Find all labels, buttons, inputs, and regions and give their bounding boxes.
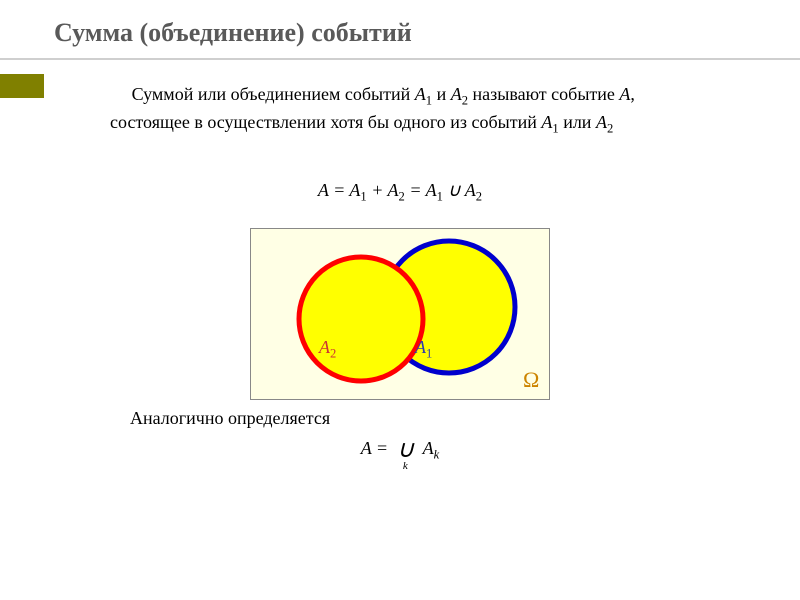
definition-paragraph: Суммой или объединением событий A1 и A2 … [110,82,710,137]
f2-lhs: A [361,438,372,458]
def-mid1: и [432,84,451,104]
f2-subidx: k [403,460,408,472]
f1-t1: A [349,180,360,200]
f1-s4: 2 [476,190,482,204]
def-a: A [619,84,630,104]
f2-rhs: A [423,438,434,458]
def-a2b: A [596,112,607,132]
venn-a2-sub: 2 [330,347,336,361]
venn-omega-text: Ω [523,367,539,392]
def-a1b: A [541,112,552,132]
def-a1: A [415,84,426,104]
f1-t2: A [388,180,399,200]
formula-general-union: A = ∪ k Ak [0,438,800,463]
f1-eq1: = [329,180,350,200]
venn-a2-text: A [319,337,330,357]
f1-t4: A [465,180,476,200]
analog-label: Аналогично определяется [130,408,330,428]
formula-union: A = A1 + A2 = A1 ∪ A2 [0,180,800,205]
venn-label-a2: A2 [319,337,336,362]
def-a2: A [451,84,462,104]
def-mid2: называют событие [468,84,619,104]
def-or: или [559,112,596,132]
side-accent [0,74,44,98]
page-title: Сумма (объединение) событий [54,18,412,48]
venn-diagram: A2 A1 Ω [250,228,550,400]
f1-eq2: = [405,180,426,200]
venn-a1-text: A [415,337,426,357]
f1-plus: + [367,180,388,200]
f1-t3: A [426,180,437,200]
venn-a1-sub: 1 [426,347,432,361]
venn-circle-left [299,257,423,381]
venn-svg [251,229,551,401]
title-underline [0,58,800,60]
title-text: Сумма (объединение) событий [54,18,412,47]
venn-label-omega: Ω [523,367,539,393]
f1-op: ∪ [443,180,465,200]
def-pre: Суммой или объединением событий [132,84,415,104]
def-a2b-sub: 2 [607,121,613,135]
venn-label-a1: A1 [415,337,432,362]
f1-lhs: A [318,180,329,200]
f2-rhs-sub: k [434,448,440,462]
f2-eq: = [371,438,392,458]
analog-text: Аналогично определяется [130,408,330,429]
